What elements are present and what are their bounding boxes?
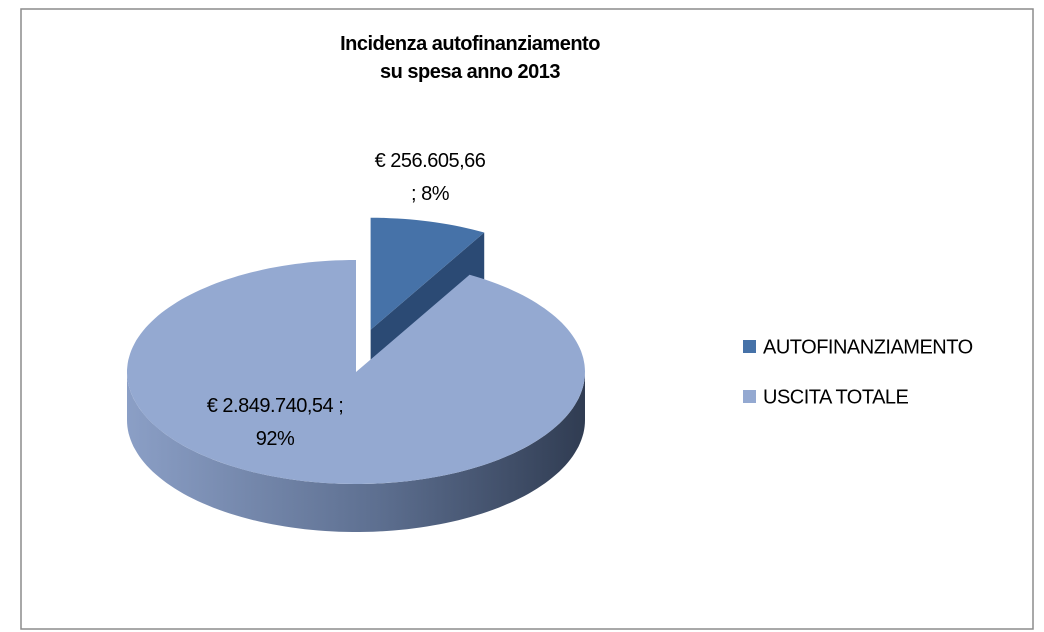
- data-label: € 256.605,66 ; 8%: [374, 150, 486, 205]
- chart-border: [20, 8, 1034, 630]
- data-label: € 2.849.740,54 ; 92%: [206, 395, 344, 450]
- pie-side: [127, 372, 585, 532]
- chart-title: Incidenza autofinanziamento su spesa ann…: [340, 33, 600, 83]
- legend-label: AUTOFINANZIAMENTO: [763, 336, 973, 358]
- legend-swatch: [743, 390, 756, 403]
- pie-slice: [370, 217, 485, 330]
- legend-label: USCITA TOTALE: [763, 386, 909, 408]
- legend-swatch: [743, 340, 756, 353]
- pie-slice: [127, 260, 585, 484]
